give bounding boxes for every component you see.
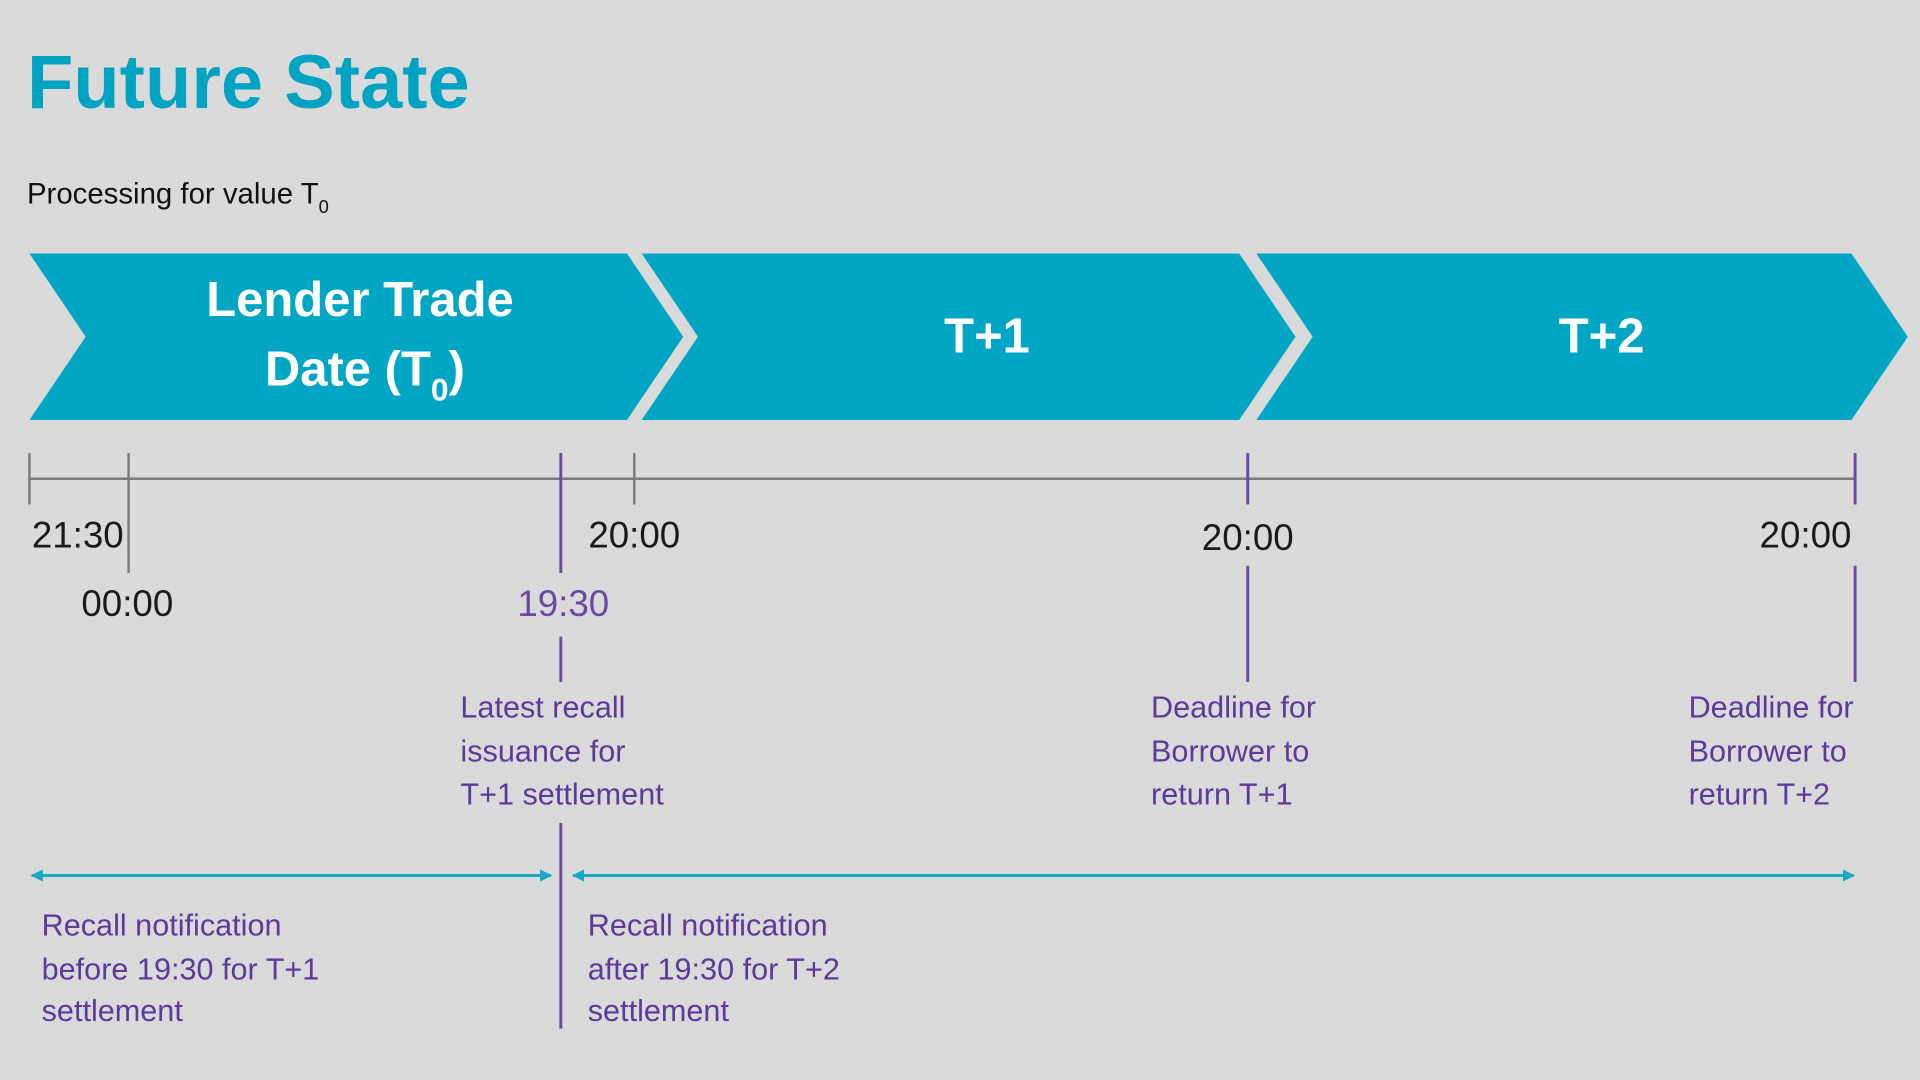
phase-lender-trade-date: Lender Trade Date (T0) xyxy=(29,253,684,420)
time-2130: 21:30 xyxy=(32,514,124,555)
time-0000: 00:00 xyxy=(81,583,173,624)
time-1930: 19:30 xyxy=(517,583,609,624)
note-latest-recall: Latest recall issuance for T+1 settlemen… xyxy=(460,691,664,812)
note-recall-before: Recall notification before 19:30 for T+1… xyxy=(42,909,328,1029)
subtitle: Processing for value T0 xyxy=(27,177,329,217)
time-2000-t0: 20:00 xyxy=(588,514,680,555)
note-recall-after: Recall notification after 19:30 for T+2 … xyxy=(588,909,849,1029)
phase-t-plus-1: T+1 xyxy=(641,253,1296,420)
timeline xyxy=(28,453,1857,1029)
svg-text:Date (T0): Date (T0) xyxy=(265,343,465,408)
note-deadline-t2: Deadline for Borrower to return T+2 xyxy=(1689,691,1863,812)
time-2000-t2: 20:00 xyxy=(1760,514,1852,555)
svg-text:T+1: T+1 xyxy=(944,310,1030,364)
svg-text:T+2: T+2 xyxy=(1559,310,1645,364)
time-2000-t1: 20:00 xyxy=(1202,517,1294,558)
phase-t-plus-2: T+2 xyxy=(1256,253,1908,420)
note-deadline-t1: Deadline for Borrower to return T+1 xyxy=(1151,691,1325,812)
page-title: Future State xyxy=(27,40,470,125)
svg-text:Lender Trade: Lender Trade xyxy=(206,273,514,327)
